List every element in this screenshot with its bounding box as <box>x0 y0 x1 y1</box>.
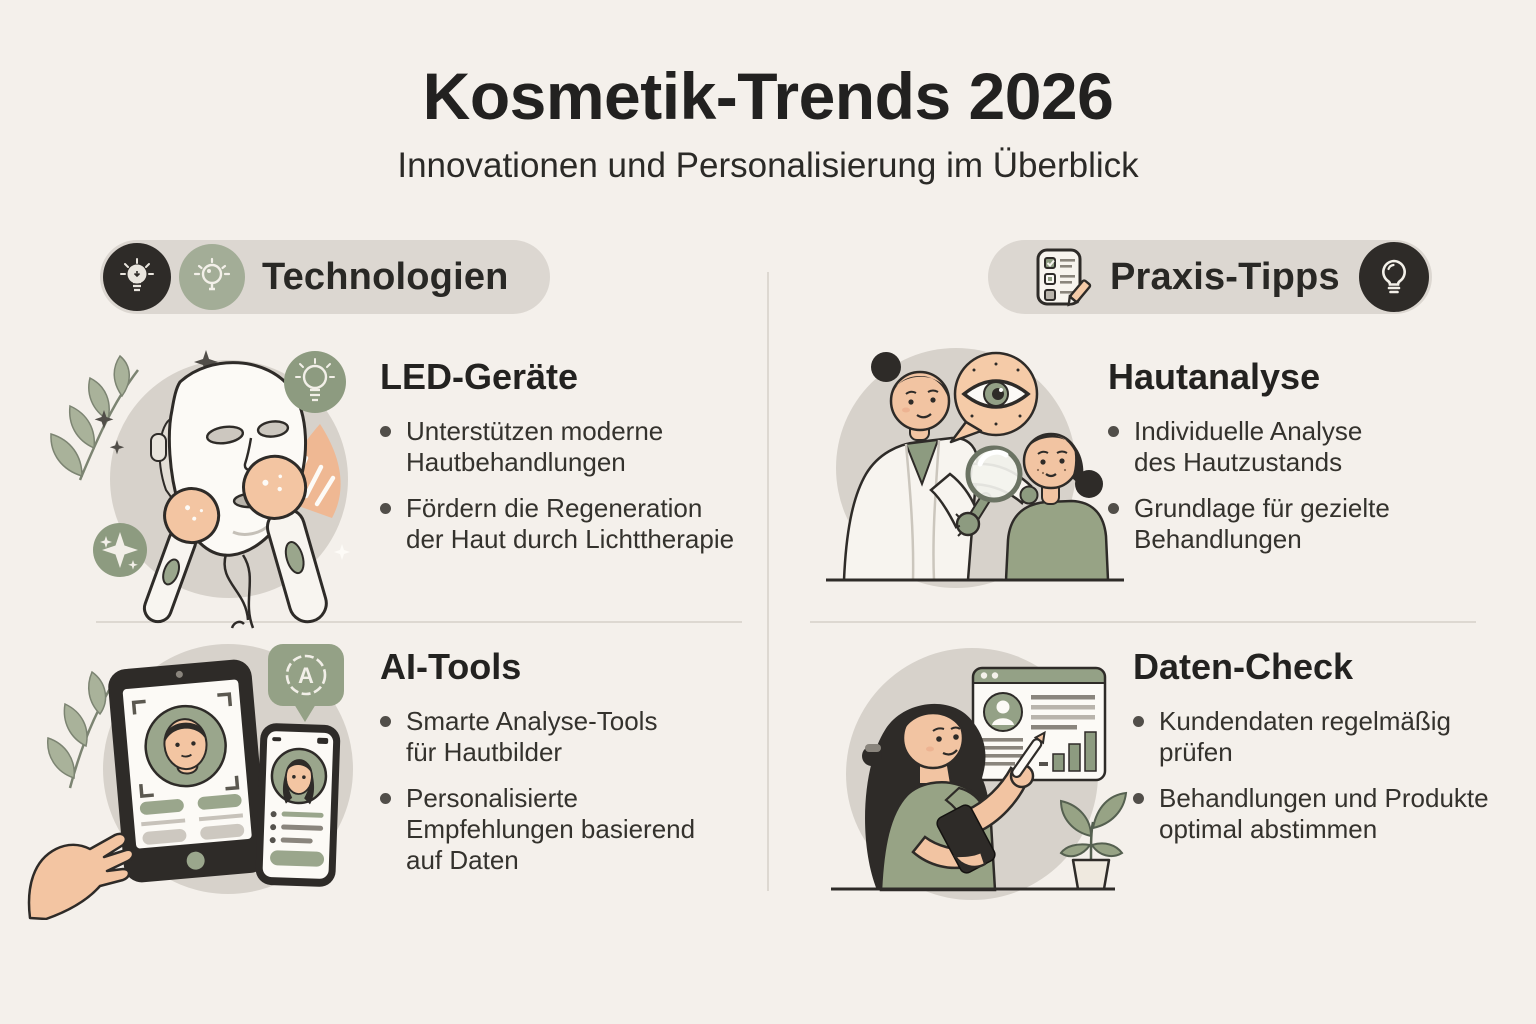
sparkle-badge-icon <box>93 523 147 577</box>
bullet-dot <box>380 426 391 437</box>
section-title: LED-Geräte <box>380 356 579 397</box>
section-ai-tools: AI-Tools Smarte Analyse-Tools für Hautbi… <box>380 646 772 891</box>
bullet-text: Smarte Analyse-Tools für Hautbilder <box>406 706 658 767</box>
bullet-dot <box>1108 503 1119 514</box>
lightbulb-outline-icon <box>179 244 245 310</box>
section-hautanalyse: Hautanalyse Individuelle Analyse des Hau… <box>1108 356 1508 570</box>
ai-tools-illustration: A <box>18 638 380 920</box>
technologien-label: Technologien <box>262 255 509 298</box>
section-led-geraete: LED-Geräte Unterstützen moderne Hautbeha… <box>380 356 772 570</box>
list-item: Smarte Analyse-Tools für Hautbilder <box>380 706 772 768</box>
list-item: Individuelle Analyse des Hautzustands <box>1108 416 1508 478</box>
bullet-text: Behandlungen und Produkte optimal abstim… <box>1159 783 1489 844</box>
list-item: Grundlage für gezielte Behandlungen <box>1108 493 1508 555</box>
hautanalyse-illustration <box>810 334 1142 602</box>
led-wand-device <box>142 487 221 624</box>
section-daten-check: Daten-Check Kundendaten regelmäßig prüfe… <box>1133 646 1525 860</box>
praxis-tipps-label: Praxis-Tipps <box>1110 255 1340 298</box>
bullet-text: Grundlage für gezielte Behandlungen <box>1134 493 1390 554</box>
bullet-dot <box>1133 793 1144 804</box>
client-figure <box>1004 432 1110 582</box>
checklist-pencil-icon <box>1030 247 1092 307</box>
tablet-device <box>108 659 268 883</box>
bullet-text: Individuelle Analyse des Hautzustands <box>1134 416 1363 477</box>
bullet-dot <box>1133 716 1144 727</box>
list-item: Kundendaten regelmäßig prüfen <box>1133 706 1525 768</box>
section-title: AI-Tools <box>380 646 522 687</box>
bar-chart-icon <box>1052 731 1097 772</box>
lightbulb-badge-icon <box>284 351 346 413</box>
pen-icon <box>1011 730 1046 779</box>
praxis-tipps-header-pill: Praxis-Tipps <box>988 240 1432 314</box>
lightbulb-outline-icon <box>1359 242 1429 312</box>
bullet-dot <box>380 503 391 514</box>
page-subtitle: Innovationen und Personalisierung im Übe… <box>397 146 1139 185</box>
phone-device <box>255 723 341 887</box>
woman-figure <box>862 703 1046 892</box>
lightbulb-filled-icon <box>103 243 171 311</box>
column-divider <box>767 272 769 891</box>
list-item: Fördern die Regeneration der Haut durch … <box>380 493 772 555</box>
section-title: Hautanalyse <box>1108 356 1321 397</box>
bullet-dot <box>380 793 391 804</box>
eye-speech-bubble <box>949 351 1039 444</box>
led-wand-device <box>242 454 328 624</box>
bullet-dot <box>380 716 391 727</box>
hand-holding-tablet <box>27 832 135 920</box>
right-section-divider <box>810 621 1476 623</box>
potted-plant-icon <box>1059 791 1128 891</box>
bullet-text: Unterstützen moderne Hautbehandlungen <box>406 416 664 477</box>
section-title: Daten-Check <box>1133 646 1354 687</box>
ai-badge-bubble: A <box>268 644 344 722</box>
dashboard-window <box>971 666 1107 782</box>
bullet-text: Personalisierte Empfehlungen basierend a… <box>406 783 696 875</box>
ai-badge-letter: A <box>298 663 314 688</box>
technologien-header-pill: Technologien <box>100 240 550 314</box>
list-item: Behandlungen und Produkte optimal abstim… <box>1133 783 1525 845</box>
bullet-text: Fördern die Regeneration der Haut durch … <box>406 493 735 554</box>
bullet-dot <box>1108 426 1119 437</box>
cosmetician-figure <box>842 352 1039 582</box>
bullet-text: Kundendaten regelmäßig prüfen <box>1159 706 1451 767</box>
daten-check-illustration <box>815 638 1157 922</box>
list-item: Unterstützen moderne Hautbehandlungen <box>380 416 772 478</box>
list-item: Personalisierte Empfehlungen basierend a… <box>380 783 772 876</box>
led-illustration <box>20 338 380 630</box>
leaf-branch-icon <box>47 670 116 789</box>
page-title: Kosmetik-Trends 2026 <box>422 59 1114 133</box>
left-section-divider <box>96 621 742 623</box>
